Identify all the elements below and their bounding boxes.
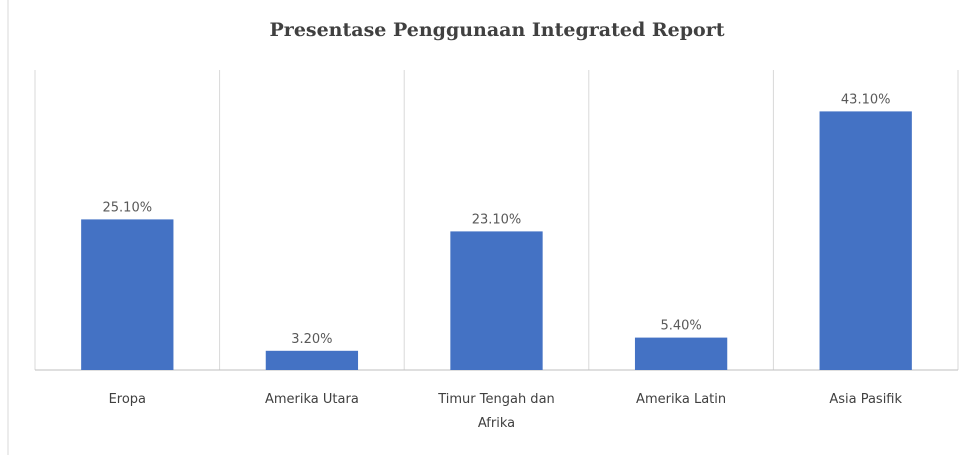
- bar: [450, 231, 543, 370]
- x-tick-label: Asia Pasifik: [829, 392, 903, 407]
- bar: [265, 350, 359, 370]
- value-label: 3.20%: [291, 332, 332, 347]
- value-label: 5.40%: [660, 319, 701, 334]
- x-tick-label: Amerika Latin: [636, 392, 727, 407]
- value-label: 25.10%: [103, 200, 153, 215]
- x-tick-label: Amerika Utara: [264, 392, 359, 407]
- x-tick-label: Timur Tengah dan Afrika: [438, 392, 555, 431]
- value-label: 43.10%: [841, 92, 891, 107]
- bar: [819, 111, 912, 371]
- bar: [81, 219, 174, 370]
- x-tick-label: Eropa: [108, 392, 147, 407]
- value-label: 23.10%: [472, 212, 522, 227]
- bar: [634, 337, 728, 370]
- chart-title: Presentase Penggunaan Integrated Report: [270, 19, 725, 41]
